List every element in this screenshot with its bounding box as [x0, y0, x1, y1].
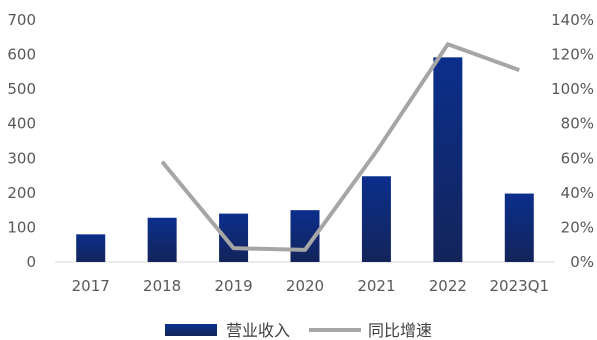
revenue-bar — [76, 234, 105, 262]
right-tick-label: 60% — [561, 149, 594, 167]
growth-line — [162, 44, 519, 250]
revenue-bar — [148, 218, 177, 262]
left-tick-label: 400 — [7, 115, 36, 133]
revenue-bar — [362, 176, 391, 262]
left-tick-label: 100 — [7, 218, 36, 236]
left-axis-ticks: 0 100 200 300 400 500 600 700 — [7, 11, 36, 271]
x-tick-label: 2022 — [429, 277, 467, 295]
legend: 营业收入 同比增速 — [165, 321, 432, 340]
bar-series — [76, 57, 534, 262]
revenue-bar — [505, 194, 534, 262]
left-tick-label: 200 — [7, 184, 36, 202]
legend-label-growth: 同比增速 — [368, 321, 432, 340]
x-tick-label: 2018 — [143, 277, 181, 295]
legend-label-revenue: 营业收入 — [226, 321, 290, 340]
x-tick-label: 2021 — [357, 277, 395, 295]
right-tick-label: 0% — [570, 253, 594, 271]
left-tick-label: 700 — [7, 11, 36, 29]
x-tick-label: 2023Q1 — [490, 277, 550, 295]
x-tick-label: 2017 — [72, 277, 110, 295]
revenue-bar — [433, 57, 462, 262]
x-tick-label: 2019 — [214, 277, 252, 295]
right-tick-label: 20% — [561, 218, 594, 236]
left-tick-label: 500 — [7, 80, 36, 98]
left-tick-label: 300 — [7, 149, 36, 167]
legend-swatch-revenue — [165, 324, 217, 336]
right-tick-label: 100% — [551, 80, 594, 98]
right-axis-ticks: 0% 20% 40% 60% 80% 100% 120% 140% — [551, 11, 594, 271]
right-tick-label: 140% — [551, 11, 594, 29]
right-tick-label: 120% — [551, 46, 594, 64]
x-tick-label: 2020 — [286, 277, 324, 295]
left-tick-label: 0 — [26, 253, 36, 271]
x-axis-ticks: 2017 2018 2019 2020 2021 2022 2023Q1 — [72, 277, 549, 295]
right-tick-label: 40% — [561, 184, 594, 202]
right-tick-label: 80% — [561, 115, 594, 133]
left-tick-label: 600 — [7, 46, 36, 64]
